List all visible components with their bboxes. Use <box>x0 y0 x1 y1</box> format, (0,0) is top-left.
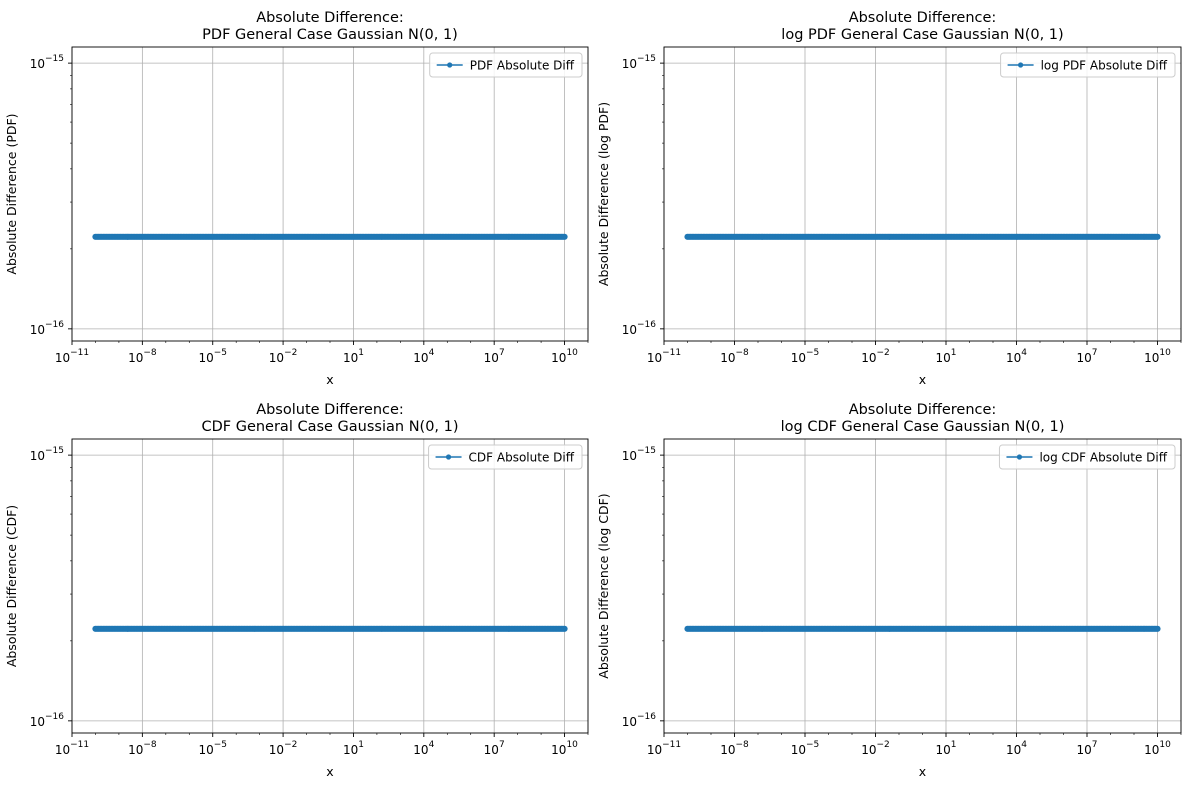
x-tick-label: 10−8 <box>720 740 749 757</box>
legend-box <box>1000 52 1176 78</box>
subplot-4: 10−11 10−8 10−5 10−2 101 104 107 1010 10−16 10−15… <box>596 402 1182 779</box>
x-tick-label: 10−5 <box>791 740 820 757</box>
x-tick-label: 104 <box>1006 348 1027 365</box>
legend: CDF Absolute Diff <box>428 444 583 470</box>
x-tick-label: 10−11 <box>647 740 681 757</box>
subplot-3: 10−11 10−8 10−5 10−2 101 104 107 1010 10−16 10−15… <box>4 402 589 779</box>
x-tick-label: 10−2 <box>861 740 890 757</box>
y-axis-label: Absolute Difference (log CDF) <box>596 493 611 678</box>
x-tick-label: 101 <box>935 348 956 365</box>
legend-marker <box>1017 62 1024 68</box>
x-tick-label: 10−8 <box>128 740 157 757</box>
y-tick-label: 10−16 <box>622 320 657 337</box>
series-1 <box>92 233 568 240</box>
x-tick-label: 1010 <box>1144 740 1171 757</box>
chart-title: Absolute Difference: CDF General Case Gau… <box>201 402 458 435</box>
x-tick-label: 10−11 <box>55 348 89 365</box>
y-axis-label: Absolute Difference (log PDF) <box>596 102 611 286</box>
y-tick-label: 10−16 <box>30 320 65 337</box>
legend: PDF Absolute Diff <box>429 52 583 78</box>
x-tick-label: 10−11 <box>647 348 681 365</box>
x-tick-label: 107 <box>1076 740 1097 757</box>
x-tick-label: 104 <box>413 348 434 365</box>
y-tick-label: 10−15 <box>622 446 656 463</box>
x-tick-label: 101 <box>343 740 364 757</box>
legend: log PDF Absolute Diff <box>1000 52 1176 78</box>
legend-box <box>429 52 583 78</box>
y-tick-label: 10−15 <box>30 54 64 71</box>
legend-marker <box>1016 454 1023 460</box>
x-axis-label: x <box>326 372 333 387</box>
legend-marker <box>445 454 452 460</box>
x-tick-label: 10−8 <box>720 348 749 365</box>
x-tick-label: 10−2 <box>861 348 890 365</box>
y-axis-label: Absolute Difference (CDF) <box>4 505 19 667</box>
x-axis-label: x <box>919 372 926 387</box>
x-tick-label: 10−2 <box>269 348 298 365</box>
y-tick-label: 10−16 <box>622 712 657 729</box>
data-point <box>561 233 568 240</box>
plot-area <box>664 47 1181 341</box>
x-tick-label: 10−8 <box>128 348 157 365</box>
legend-box <box>998 444 1176 470</box>
y-tick-label: 10−16 <box>30 712 65 729</box>
x-axis-label: x <box>326 764 333 779</box>
subplot-1: 10−11 10−8 10−5 10−2 101 104 107 1010 10−16 10−15… <box>4 10 589 387</box>
legend: log CDF Absolute Diff <box>998 444 1176 470</box>
y-axis-label: Absolute Difference (PDF) <box>4 113 19 274</box>
x-axis-label: x <box>919 764 926 779</box>
y-tick-label: 10−15 <box>622 54 656 71</box>
legend-label: log PDF Absolute Diff <box>1041 59 1168 73</box>
legend-label: log CDF Absolute Diff <box>1039 451 1167 465</box>
x-tick-label: 1010 <box>551 348 578 365</box>
chart-title: Absolute Difference: PDF General Case Gau… <box>202 10 458 43</box>
data-point <box>561 625 568 632</box>
legend-marker <box>447 62 453 68</box>
plot-area <box>72 47 588 341</box>
legend-label: PDF Absolute Diff <box>470 59 575 73</box>
x-tick-label: 10−2 <box>269 740 298 757</box>
chart-title: Absolute Difference: log CDF General Case… <box>781 402 1065 435</box>
x-tick-label: 10−5 <box>198 740 227 757</box>
x-tick-label: 1010 <box>1144 348 1171 365</box>
x-tick-label: 10−5 <box>791 348 820 365</box>
data-point <box>1154 233 1161 240</box>
plot-area <box>664 439 1181 733</box>
x-tick-label: 1010 <box>551 740 578 757</box>
x-tick-label: 101 <box>935 740 956 757</box>
x-tick-label: 101 <box>343 348 364 365</box>
plot-area <box>72 439 588 733</box>
y-tick-label: 10−15 <box>30 446 64 463</box>
series-1 <box>684 625 1161 632</box>
x-tick-label: 104 <box>413 740 434 757</box>
x-tick-label: 10−5 <box>198 348 227 365</box>
legend-box <box>428 444 583 470</box>
x-tick-label: 104 <box>1006 740 1027 757</box>
x-tick-label: 107 <box>484 348 505 365</box>
chart-title: Absolute Difference: log PDF General Case… <box>781 10 1063 43</box>
data-point <box>1154 625 1161 632</box>
subplot-2: 10−11 10−8 10−5 10−2 101 104 107 1010 10−16 10−15… <box>596 10 1182 387</box>
x-tick-label: 107 <box>1076 348 1097 365</box>
legend-label: CDF Absolute Diff <box>469 451 575 465</box>
series-1 <box>92 625 568 632</box>
series-1 <box>684 233 1161 240</box>
x-tick-label: 10−11 <box>55 740 89 757</box>
x-tick-label: 107 <box>484 740 505 757</box>
